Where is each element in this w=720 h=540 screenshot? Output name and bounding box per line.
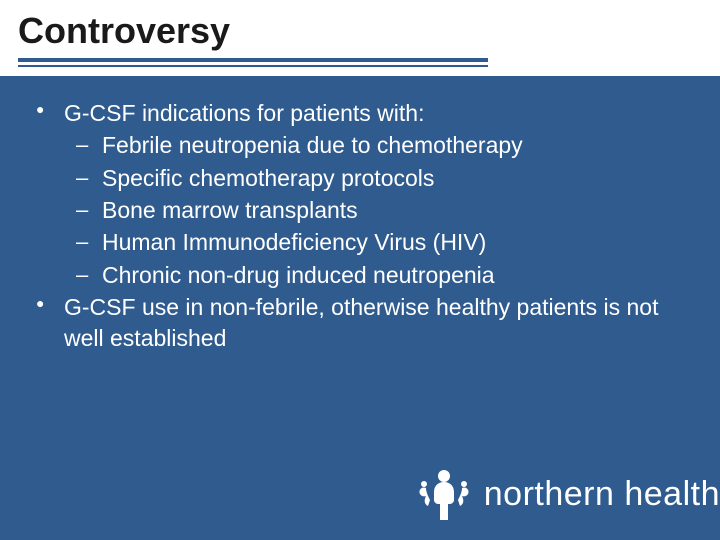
sub-bullet-text: Bone marrow transplants [102, 197, 358, 223]
sub-bullet-item: Febrile neutropenia due to chemotherapy [64, 130, 690, 160]
sub-bullet-text: Chronic non-drug induced neutropenia [102, 262, 495, 288]
sub-bullet-item: Chronic non-drug induced neutropenia [64, 260, 690, 290]
sub-bullet-text: Human Immunodeficiency Virus (HIV) [102, 229, 486, 255]
sub-bullet-text: Febrile neutropenia due to chemotherapy [102, 132, 523, 158]
sub-bullet-item: Specific chemotherapy protocols [64, 163, 690, 193]
slide-header: Controversy [0, 0, 720, 76]
title-rule-thick [18, 58, 488, 62]
bullet-text: G-CSF indications for patients with: [64, 100, 424, 126]
bullet-item: G-CSF use in non-febrile, otherwise heal… [36, 292, 690, 353]
sub-bullet-item: Human Immunodeficiency Virus (HIV) [64, 227, 690, 257]
bullet-item: G-CSF indications for patients with: Feb… [36, 98, 690, 290]
sub-bullet-item: Bone marrow transplants [64, 195, 690, 225]
sub-bullet-list: Febrile neutropenia due to chemotherapy … [64, 130, 690, 290]
slide-title: Controversy [18, 10, 720, 52]
logo-text: northern health [484, 475, 720, 514]
person-community-icon [414, 466, 474, 522]
slide: Controversy G-CSF indications for patien… [0, 0, 720, 540]
title-rule-thin [18, 65, 488, 67]
slide-content: G-CSF indications for patients with: Feb… [0, 76, 720, 353]
footer-logo: northern health [414, 466, 720, 522]
bullet-text: G-CSF use in non-febrile, otherwise heal… [64, 294, 658, 350]
sub-bullet-text: Specific chemotherapy protocols [102, 165, 434, 191]
bullet-list: G-CSF indications for patients with: Feb… [36, 98, 690, 353]
